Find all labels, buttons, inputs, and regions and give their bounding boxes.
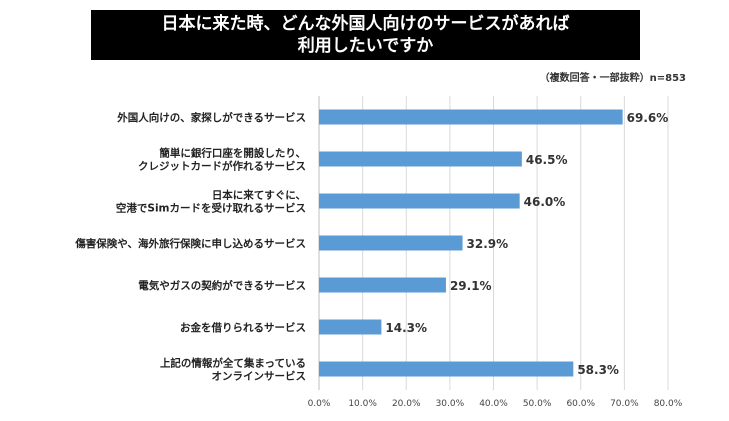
sample-note: （複数回答・一部抜粋）n=853 [539, 73, 686, 84]
category-label: クレジットカードが作れるサービス [138, 160, 306, 173]
data-label: 46.5% [526, 153, 568, 167]
x-tick-label: 10.0% [348, 399, 377, 409]
bar [319, 193, 520, 209]
bar [319, 151, 522, 167]
category-label: 外国人向けの、家探しができるサービス [116, 111, 306, 124]
data-label: 69.6% [627, 111, 669, 125]
bar [319, 361, 574, 377]
x-tick-label: 20.0% [392, 399, 421, 409]
x-tick-label: 30.0% [436, 399, 465, 409]
x-tick-label: 50.0% [523, 399, 552, 409]
data-label: 14.3% [385, 321, 427, 335]
x-tick-label: 70.0% [610, 399, 639, 409]
x-tick-label: 0.0% [308, 399, 331, 409]
category-label: 簡単に銀行口座を開設したり、 [158, 147, 306, 160]
bar [319, 319, 382, 335]
bar [319, 235, 463, 251]
bar [319, 109, 623, 125]
x-tick-label: 80.0% [654, 399, 683, 409]
chart-title-line-1: 日本に来た時、どんな外国人向けのサービスがあれば [161, 14, 570, 34]
x-tick-label: 60.0% [566, 399, 595, 409]
data-label: 32.9% [467, 237, 509, 251]
x-tick-label: 40.0% [479, 399, 508, 409]
category-label: 空港でSimカードを受け取れるサービス [116, 202, 306, 215]
category-label: 上記の情報が全て集まっている [160, 357, 306, 370]
category-label: オンラインサービス [212, 370, 307, 383]
chart-title-line-2: 利用したいですか [297, 36, 434, 56]
category-label: 日本に来てすぐに、 [212, 189, 306, 202]
chart-title: 日本に来た時、どんな外国人向けのサービスがあれば 利用したいですか [91, 10, 640, 60]
data-label: 58.3% [577, 363, 619, 377]
category-label: お金を借りられるサービス [180, 321, 306, 334]
data-label: 46.0% [524, 195, 566, 209]
category-label: 傷害保険や、海外旅行保険に申し込めるサービス [74, 237, 306, 250]
data-label: 29.1% [450, 279, 492, 293]
bar [319, 277, 446, 293]
category-label: 電気やガスの契約ができるサービス [138, 279, 306, 292]
